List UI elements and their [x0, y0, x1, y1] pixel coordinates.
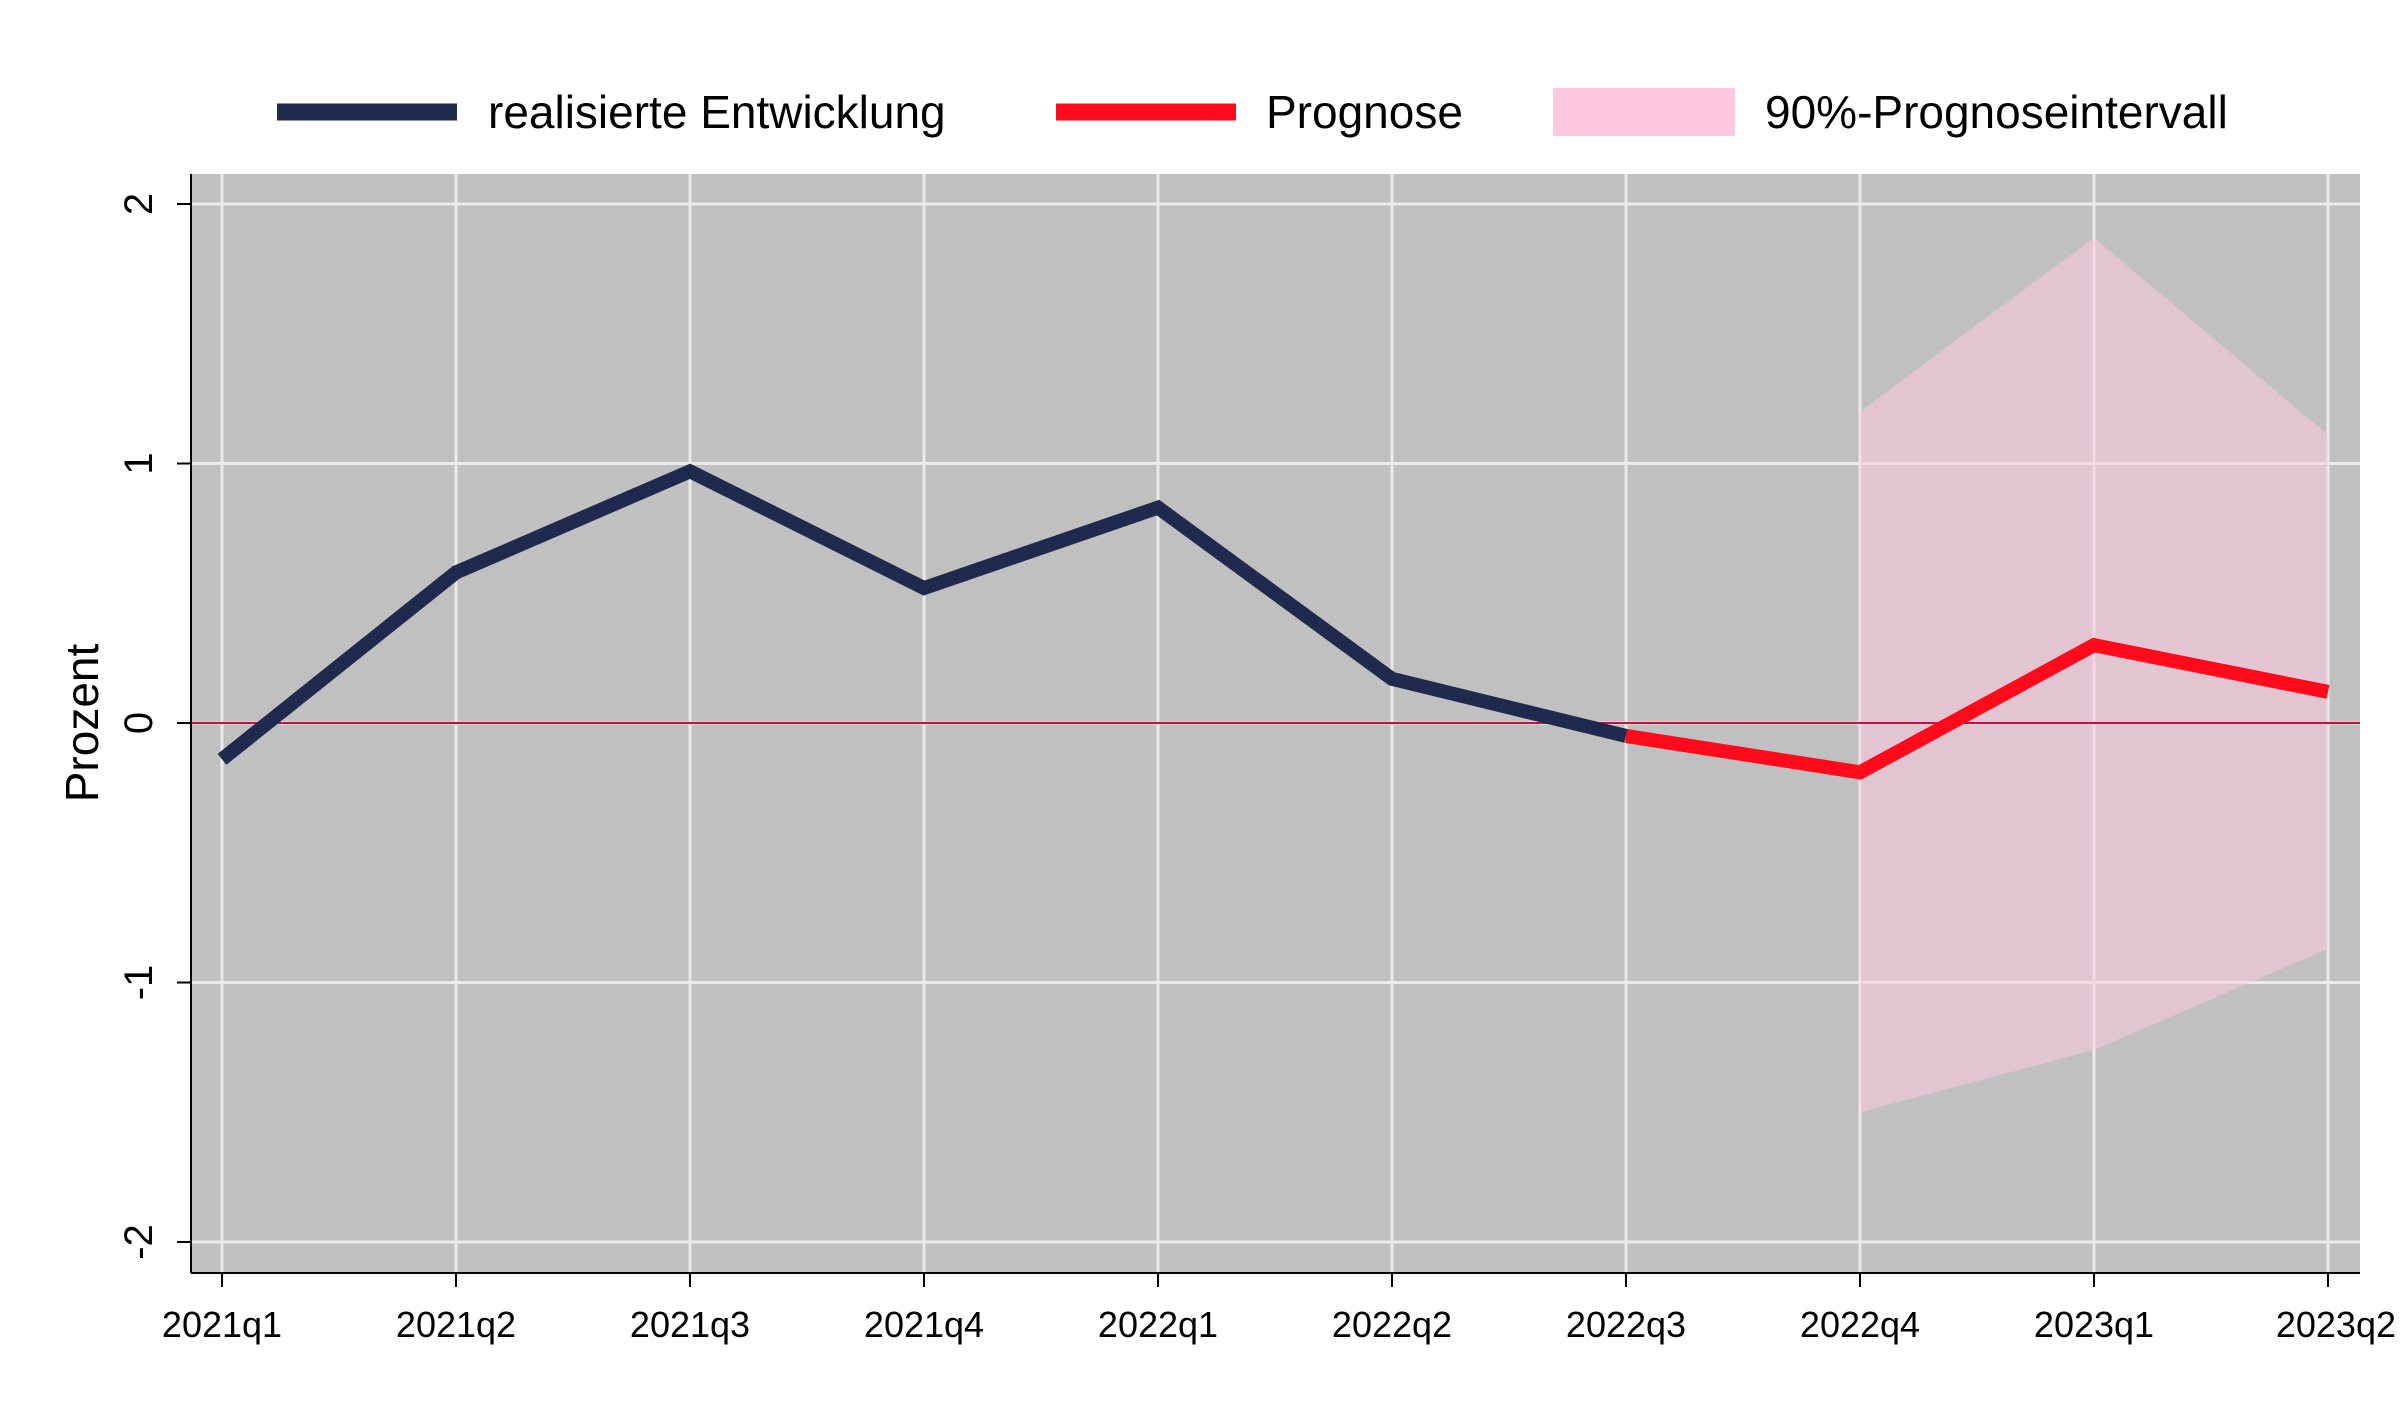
- forecast-interval-band: [1860, 237, 2328, 1113]
- y-tick-label: 1: [117, 452, 161, 474]
- legend-label-prognose: Prognose: [1266, 86, 1463, 138]
- x-tick-label: 2022q1: [1098, 1304, 1218, 1345]
- x-tick-label: 2021q1: [162, 1304, 282, 1345]
- legend-swatch-band: [1553, 88, 1735, 136]
- x-axis-ticks: 2021q1 2021q2 2021q3 2021q4 2022q1 2022q2 2022…: [162, 1273, 2396, 1345]
- x-tick-label: 2022q3: [1566, 1304, 1686, 1345]
- y-tick-label: -2: [117, 1224, 161, 1260]
- series-line-1: [1624, 637, 2330, 780]
- y-axis-title: Prozent: [56, 644, 108, 803]
- legend: realisierte Entwicklung Prognose 90%-Pro…: [277, 86, 2228, 138]
- legend-label-realisiert: realisierte Entwicklung: [488, 86, 946, 138]
- x-tick-label: 2022q4: [1800, 1304, 1920, 1345]
- x-tick-label: 2021q3: [630, 1304, 750, 1345]
- x-tick-label: 2023q2: [2276, 1304, 2396, 1345]
- y-tick-label: -1: [117, 965, 161, 1001]
- series-lines: [217, 463, 2330, 780]
- x-tick-label: 2022q2: [1332, 1304, 1452, 1345]
- x-tick-label: 2021q4: [864, 1304, 984, 1345]
- y-tick-label: 2: [117, 193, 161, 215]
- band-area: [1860, 237, 2328, 1113]
- x-tick-label: 2021q2: [396, 1304, 516, 1345]
- y-axis-ticks: -2 -1 0 1 2: [117, 193, 191, 1260]
- legend-label-band: 90%-Prognoseintervall: [1765, 86, 2228, 138]
- x-tick-label: 2023q1: [2034, 1304, 2154, 1345]
- y-tick-label: 0: [117, 712, 161, 734]
